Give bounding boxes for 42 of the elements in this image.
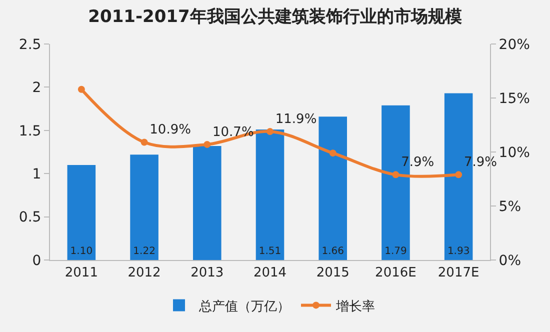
data-label: 1.22 [133, 246, 156, 257]
legend-label: 总产值（万亿） [198, 299, 290, 314]
y2-tick-label: 10% [498, 144, 530, 161]
legend-label: 增长率 [335, 298, 375, 314]
x-tick-label: 2012 [128, 266, 161, 281]
bar [67, 164, 96, 260]
bar [318, 116, 347, 260]
x-tick-label: 2011 [64, 266, 98, 281]
y-tick-label: 2 [32, 80, 42, 96]
point [392, 171, 400, 178]
bar [256, 130, 284, 260]
point [78, 86, 85, 93]
point [329, 150, 336, 157]
bar [193, 146, 222, 260]
point [455, 171, 462, 178]
point [266, 128, 274, 135]
x-tick-label: 2014 [253, 266, 287, 281]
data-label: 11.9% [275, 112, 317, 127]
y2-tick-label: 20% [498, 36, 530, 53]
y-tick-label: 1.5 [18, 123, 42, 140]
data-label: 1.10 [70, 246, 93, 257]
data-label: 10.9% [150, 122, 191, 138]
data-label: 10.7% [212, 124, 254, 140]
x-tick-label: 2017E [438, 266, 480, 281]
x-tick-label: 2013 [190, 266, 224, 281]
chart-title: 2011-2017年我国公共建筑装饰行业的市场规模 [88, 6, 462, 27]
point [204, 140, 211, 148]
bar [130, 154, 158, 260]
point [140, 138, 148, 146]
data-label: 1.79 [384, 246, 407, 257]
y-tick-label: 1 [32, 166, 42, 182]
y2-tick-label: 15% [498, 90, 530, 107]
data-label: 1.66 [322, 246, 344, 257]
y-tick-label: 0.5 [18, 210, 42, 226]
y2-tick-label: 5% [498, 198, 522, 215]
y-tick-label: 0 [32, 252, 42, 269]
data-label: 1.51 [258, 246, 282, 257]
x-tick-label: 2016E [375, 266, 416, 281]
y2-tick-label: 0% [498, 252, 522, 269]
y-tick-label: 2.5 [18, 36, 42, 53]
data-label: 1.93 [447, 246, 470, 257]
x-tick-label: 2015 [316, 266, 350, 281]
